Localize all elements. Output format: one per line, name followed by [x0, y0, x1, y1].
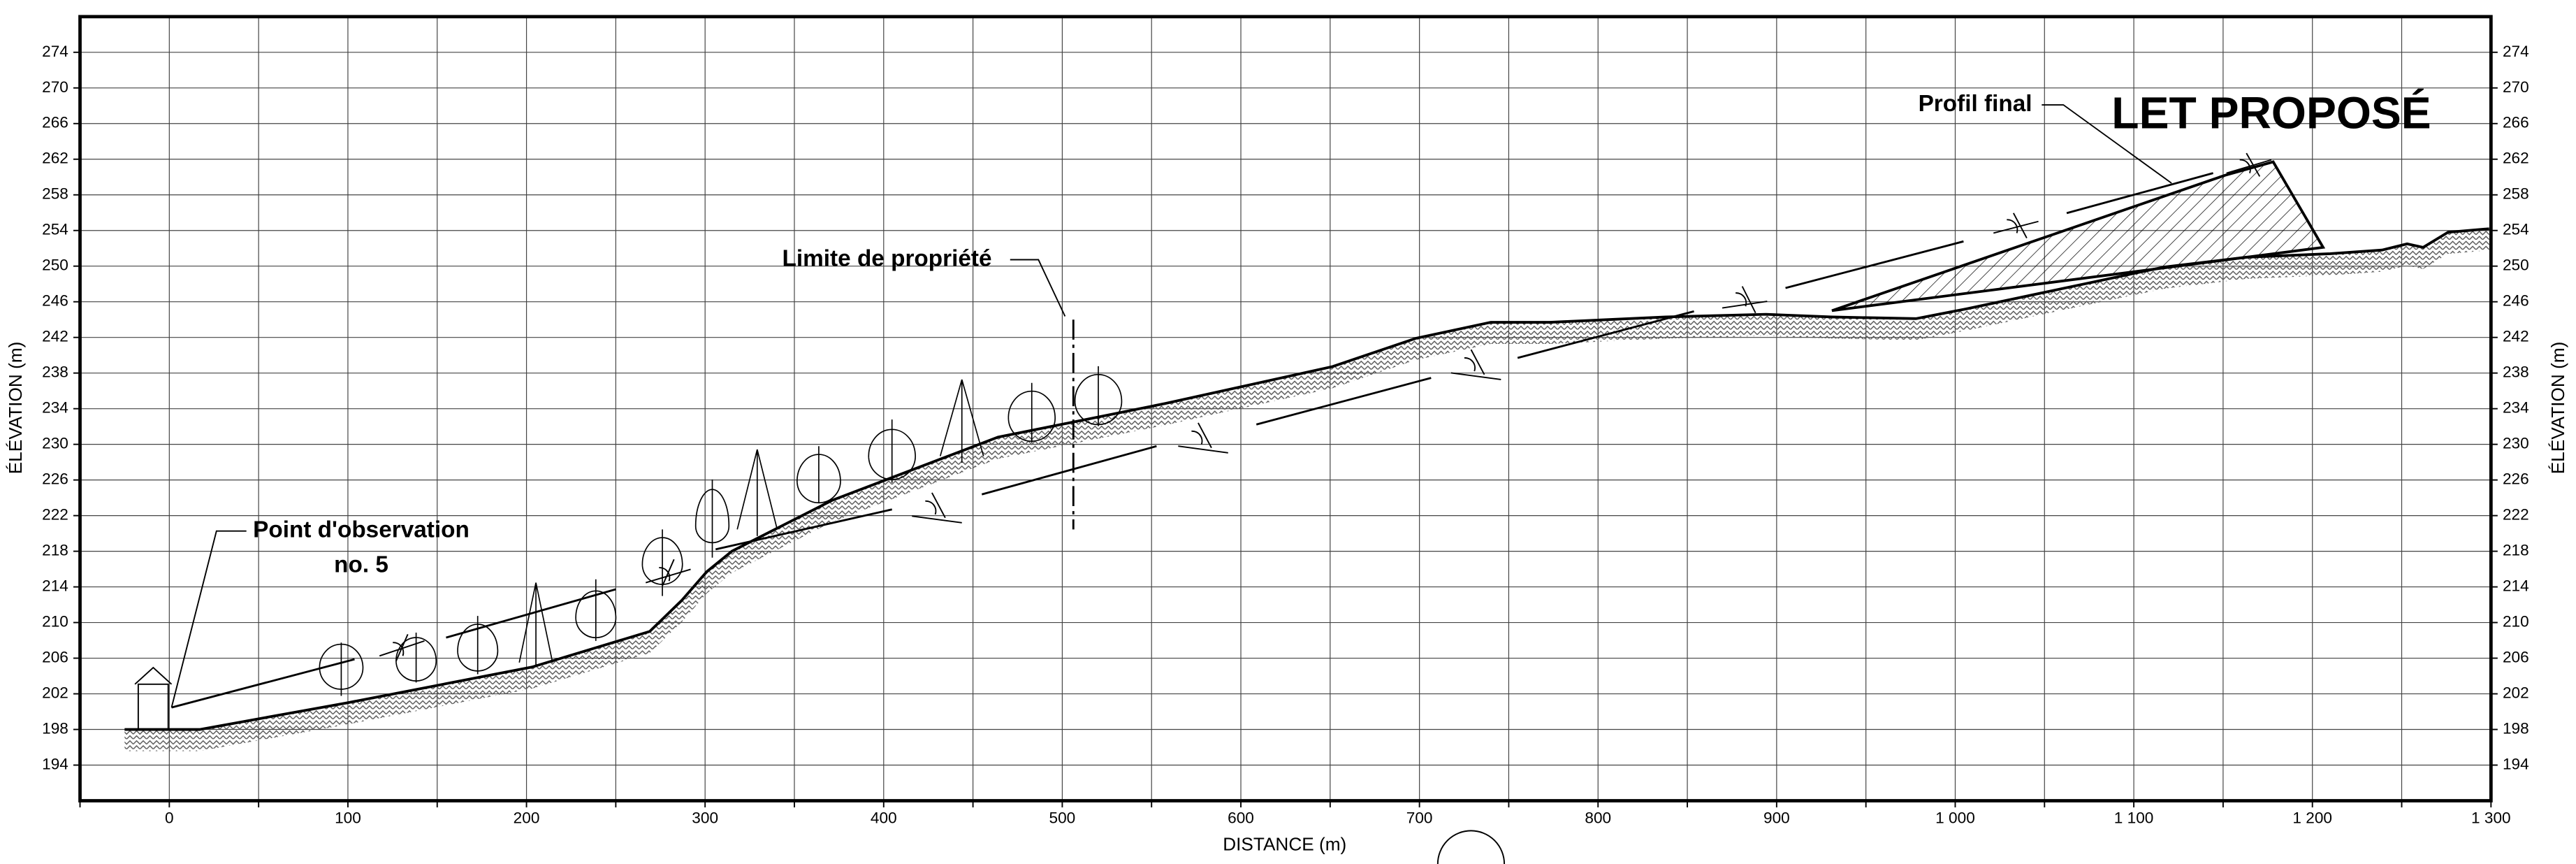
- y-tick-label: 222: [2503, 506, 2529, 524]
- leader: [170, 530, 247, 708]
- y-tick-label: 234: [2503, 399, 2529, 417]
- y-tick-label: 254: [2503, 221, 2529, 238]
- y-tick-label: 198: [42, 720, 68, 737]
- y-tick-label: 242: [42, 328, 68, 345]
- y-tick-label: 262: [2503, 150, 2529, 167]
- ground-profile: [124, 227, 2489, 731]
- y-axis-label: ÉLÉVATION (m): [5, 342, 26, 475]
- y-tick-label: 218: [2503, 542, 2529, 559]
- y-tick-label: 202: [2503, 684, 2529, 702]
- y-tick-label: 262: [42, 150, 68, 167]
- x-tick-label: 500: [1049, 809, 1076, 827]
- annotation: no. 5: [334, 552, 388, 578]
- x-tick-label: 1 200: [2292, 809, 2332, 827]
- sight-lines: [171, 172, 2213, 709]
- y-tick-label: 222: [42, 506, 68, 524]
- decor: [134, 104, 2272, 864]
- y-tick-label: 226: [42, 470, 68, 488]
- annotation: LET PROPOSÉ: [2111, 88, 2431, 138]
- y-tick-label: 250: [42, 257, 68, 274]
- y-tick-label: 230: [2503, 435, 2529, 452]
- y-tick-label: 210: [42, 613, 68, 631]
- annotation: Limite de propriété: [783, 245, 992, 271]
- y-tick-label: 258: [2503, 185, 2529, 203]
- x-tick-label: 200: [514, 809, 540, 827]
- x-tick-label: 100: [335, 809, 361, 827]
- x-tick-label: 1 300: [2471, 809, 2511, 827]
- annotation: Profil final: [1919, 91, 2032, 117]
- ground-hatch: [124, 229, 2489, 751]
- y-tick-label: 214: [2503, 577, 2529, 595]
- y-tick-label: 194: [2503, 755, 2529, 772]
- y-tick-label: 246: [42, 292, 68, 310]
- y-tick-label: 218: [42, 542, 68, 559]
- section-marker: [1436, 830, 1506, 864]
- y-axis-label: ÉLÉVATION (m): [2547, 342, 2568, 475]
- leader: [1010, 259, 1066, 317]
- x-tick-label: 700: [1406, 809, 1433, 827]
- x-tick-label: 0: [165, 809, 174, 827]
- y-tick-label: 274: [42, 43, 68, 60]
- final-profile: [1831, 160, 2326, 312]
- x-tick-label: 1 000: [1935, 809, 1975, 827]
- eyes: [379, 152, 2272, 661]
- y-tick-label: 198: [2503, 720, 2529, 737]
- x-axis-label: DISTANCE (m): [1223, 834, 1346, 855]
- y-tick-label: 202: [42, 684, 68, 702]
- x-tick-label: 900: [1763, 809, 1790, 827]
- observation-house: [134, 666, 173, 730]
- y-tick-label: 238: [2503, 363, 2529, 381]
- y-tick-label: 210: [2503, 613, 2529, 631]
- x-tick-label: 1 100: [2114, 809, 2154, 827]
- trees: [319, 366, 1123, 696]
- y-tick-label: 238: [42, 363, 68, 381]
- annotation: Point d'observation: [253, 517, 470, 543]
- frame: [78, 15, 2493, 802]
- leader: [2042, 104, 2172, 184]
- y-tick-label: 274: [2503, 43, 2529, 60]
- x-tick-label: 400: [871, 809, 897, 827]
- y-tick-label: 254: [42, 221, 68, 238]
- x-tick-label: 600: [1228, 809, 1254, 827]
- y-tick-label: 214: [42, 577, 68, 595]
- y-tick-label: 226: [2503, 470, 2529, 488]
- y-tick-label: 266: [42, 114, 68, 131]
- x-tick-label: 800: [1585, 809, 1611, 827]
- y-tick-label: 266: [2503, 114, 2529, 131]
- y-tick-label: 206: [42, 649, 68, 666]
- y-tick-label: 234: [42, 399, 68, 417]
- y-tick-label: 270: [42, 78, 68, 96]
- grid: [73, 16, 2498, 808]
- x-tick-label: 300: [692, 809, 718, 827]
- marks: [124, 160, 2489, 751]
- y-tick-label: 258: [42, 185, 68, 203]
- y-tick-label: 194: [42, 755, 68, 772]
- y-tick-label: 206: [2503, 649, 2529, 666]
- y-tick-label: 242: [2503, 328, 2529, 345]
- y-tick-label: 270: [2503, 78, 2529, 96]
- y-tick-label: 250: [2503, 257, 2529, 274]
- y-tick-label: 246: [2503, 292, 2529, 310]
- y-tick-label: 230: [42, 435, 68, 452]
